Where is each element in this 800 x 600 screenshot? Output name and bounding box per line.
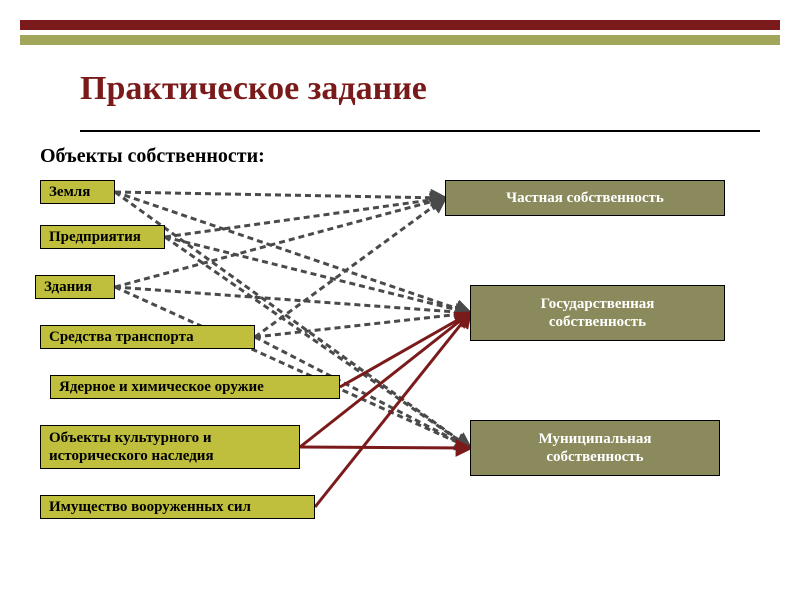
left-box-heritage: Объекты культурного и исторического насл… [40, 425, 300, 469]
edge-military-state [315, 313, 470, 507]
page-title: Практическое задание [80, 70, 760, 108]
edge-land-state [115, 192, 470, 313]
title-block: Практическое задание [80, 70, 760, 132]
edge-nuclear-state [340, 313, 470, 387]
edge-enterpr-state [165, 237, 470, 313]
left-box-transport: Средства транспорта [40, 325, 255, 349]
left-box-land: Земля [40, 180, 115, 204]
edge-land-municipal [115, 192, 470, 448]
left-box-military: Имущество вооруженных сил [40, 495, 315, 519]
edge-heritage-municipal [300, 447, 470, 448]
edge-transport-state [255, 313, 470, 337]
left-box-nuclear: Ядерное и химическое оружие [50, 375, 340, 399]
edge-buildings-state [115, 287, 470, 313]
edge-land-private [115, 192, 445, 198]
subtitle: Объекты собственности: [40, 145, 265, 168]
left-box-enterpr: Предприятия [40, 225, 165, 249]
right-box-municipal: Муниципальная собственность [470, 420, 720, 476]
right-box-private: Частная собственность [445, 180, 725, 216]
header-bar-olive [20, 35, 780, 45]
edge-enterpr-private [165, 198, 445, 237]
right-box-state: Государственная собственность [470, 285, 725, 341]
edge-buildings-municipal [115, 287, 470, 448]
left-box-buildings: Здания [35, 275, 115, 299]
edge-transport-private [255, 198, 445, 337]
header-bar-dark [20, 20, 780, 30]
